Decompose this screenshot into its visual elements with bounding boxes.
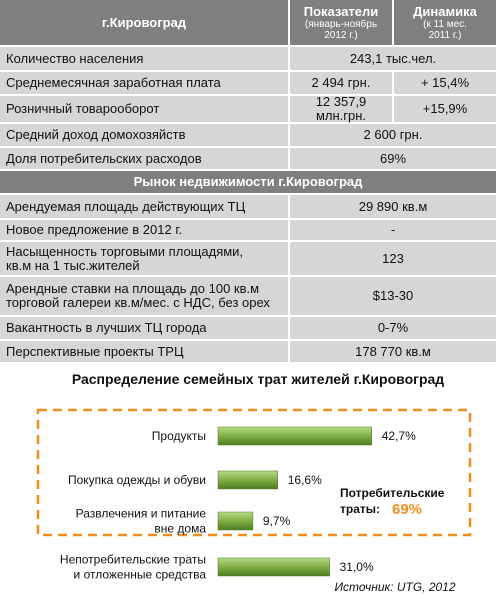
row-value: 178 770 кв.м [290, 341, 496, 362]
row-label: Доля потребительских расходов [0, 148, 288, 169]
value-label: 31,0% [340, 560, 374, 574]
text-line: Продукты [152, 429, 206, 443]
category-label: Непотребительские траты и отложенные сред… [60, 553, 206, 582]
row-label: Средний доход домохозяйств [0, 124, 288, 146]
row-label: Вакантность в лучших ТЦ города [0, 317, 288, 339]
category-label: Покупка одежды и обуви [68, 473, 206, 487]
category-label: Продукты [152, 429, 206, 443]
header-col3: Динамика (к 11 мес. 2011 г.) [394, 0, 496, 45]
header-col2: Показатели (январь-ноябрь 2012 г.) [290, 0, 392, 45]
text-line: траты: [340, 502, 380, 516]
row-label: Перспективные проекты ТРЦ [0, 341, 288, 362]
value-label: 16,6% [288, 473, 322, 487]
bar [217, 511, 254, 531]
annotation-value: 69% [392, 501, 422, 518]
row-label: Новое предложение в 2012 г. [0, 220, 288, 240]
row-change: +15,9% [394, 96, 496, 122]
row-value: 123 [290, 242, 496, 275]
annotation: Потребительские траты: [340, 486, 445, 516]
text-line: Покупка одежды и обуви [68, 473, 206, 487]
text-line: Непотребительские траты [60, 553, 206, 567]
chart: Распределение семейных трат жителей г.Ки… [36, 371, 472, 594]
text-line: вне дома [154, 522, 206, 536]
row-value: 2 494 грн. [290, 72, 392, 94]
header-title: Динамика [413, 3, 477, 19]
row-value: 69% [290, 148, 496, 169]
text-line: Потребительские [340, 486, 445, 500]
header-sub: (к 11 мес. 2011 г.) [423, 18, 467, 41]
value-label: 42,7% [382, 429, 416, 443]
category-label: Развлечения и питание вне дома [76, 507, 207, 536]
row-label: Арендные ставки на площадь до 100 кв.м т… [0, 277, 288, 315]
text-line: и отложенные средства [74, 568, 207, 582]
row-value: - [290, 220, 496, 240]
row-value: 12 357,9 млн.грн. [290, 95, 392, 123]
header-city: г.Кировоград [0, 0, 288, 45]
row-value: $13-30 [290, 277, 496, 315]
value-label: 9,7% [263, 514, 291, 528]
chart-title: Распределение семейных трат жителей г.Ки… [72, 371, 444, 387]
row-label: Количество населения [0, 47, 288, 70]
consumer-frame [36, 408, 472, 537]
row-value: 29 890 кв.м [290, 195, 496, 218]
row-label: Арендуемая площадь действующих ТЦ [0, 195, 288, 218]
row-value: 0-7% [290, 317, 496, 339]
row-label: Среднемесячная заработная плата [0, 72, 288, 94]
header-title: Показатели [303, 3, 379, 19]
source: Источник: UTG, 2012 [334, 580, 455, 594]
row-value: 243,1 тыс.чел. [290, 47, 496, 70]
section-title: Рынок недвижимости г.Кировоград [0, 171, 496, 193]
bar [217, 557, 330, 577]
row-change: + 15,4% [394, 72, 496, 94]
row-label: Розничный товарооборот [0, 96, 288, 122]
bar [217, 426, 372, 446]
bar [217, 470, 279, 490]
header-sub: (январь-ноябрь 2012 г.) [304, 18, 378, 41]
row-label: Насыщенность торговыми площадями, кв.м н… [0, 242, 288, 275]
row-value: 2 600 грн. [290, 124, 496, 146]
text-line: Развлечения и питание [76, 507, 207, 521]
